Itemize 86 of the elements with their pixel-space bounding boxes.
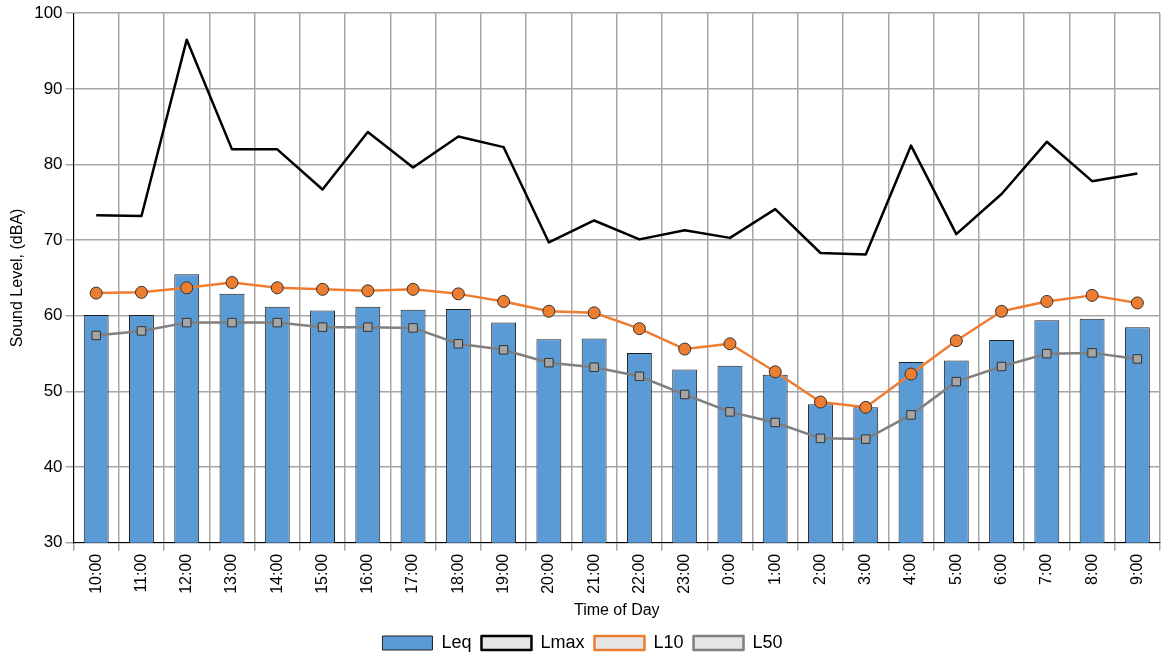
y-tick-label: 90 xyxy=(43,78,63,98)
point xyxy=(272,317,283,328)
legend-label: L10 xyxy=(653,631,684,652)
x-tick-label: 12:00 xyxy=(177,553,195,594)
point xyxy=(408,323,418,333)
point xyxy=(634,371,645,382)
point xyxy=(678,342,692,356)
point xyxy=(134,285,148,299)
point xyxy=(1085,288,1099,302)
legend-label: Lmax xyxy=(540,631,585,652)
x-tick-label: 5:00 xyxy=(946,553,964,585)
point xyxy=(270,281,284,295)
y-tick-label: 60 xyxy=(43,305,63,325)
point xyxy=(497,294,511,308)
x-tick-label: 1:00 xyxy=(765,553,783,585)
x-tick-label: 13:00 xyxy=(222,553,240,594)
point xyxy=(770,417,780,428)
point xyxy=(951,376,962,387)
point xyxy=(768,365,782,379)
point xyxy=(815,433,826,444)
x-tick-label: 11:00 xyxy=(131,553,149,593)
x-tick-label: 2:00 xyxy=(810,553,828,585)
point xyxy=(317,322,328,332)
x-tick-label: 16:00 xyxy=(358,553,376,594)
point xyxy=(363,322,373,332)
point xyxy=(498,345,509,355)
point xyxy=(996,361,1007,372)
point xyxy=(316,282,330,296)
point xyxy=(1087,348,1097,358)
x-tick-label: 19:00 xyxy=(494,553,512,594)
point xyxy=(227,317,237,328)
point xyxy=(589,362,599,372)
point xyxy=(1130,296,1144,310)
point xyxy=(632,322,646,336)
point xyxy=(906,410,916,420)
x-tick-label: 7:00 xyxy=(1037,553,1055,585)
point xyxy=(679,389,690,400)
legend-label: Leq xyxy=(441,631,472,652)
point xyxy=(91,330,101,341)
x-tick-label: 20:00 xyxy=(539,553,557,594)
x-tick-label: 17:00 xyxy=(403,553,421,594)
point xyxy=(181,317,192,328)
x-tick-label: 3:00 xyxy=(856,553,874,585)
x-tick-label: 22:00 xyxy=(629,553,647,594)
point xyxy=(451,287,465,301)
point xyxy=(406,282,420,296)
x-tick-label: 4:00 xyxy=(901,553,919,585)
point xyxy=(723,337,737,351)
point xyxy=(180,281,194,295)
point xyxy=(861,434,871,444)
point xyxy=(544,357,554,368)
point xyxy=(136,326,147,336)
point xyxy=(225,276,239,290)
x-tick-label: 0:00 xyxy=(720,553,738,585)
x-axis-title: Time of Day xyxy=(573,600,660,618)
x-tick-label: 18:00 xyxy=(448,553,466,594)
x-tick-label: 10:00 xyxy=(86,553,104,594)
x-tick-label: 8:00 xyxy=(1082,553,1100,585)
y-tick-label: 70 xyxy=(43,229,63,249)
point xyxy=(89,286,103,300)
point xyxy=(1040,294,1054,308)
point xyxy=(542,304,556,318)
point xyxy=(813,395,827,409)
y-tick-label: 30 xyxy=(43,532,63,552)
x-tick-label: 9:00 xyxy=(1127,553,1145,585)
x-tick-label: 6:00 xyxy=(991,553,1009,585)
point xyxy=(725,407,735,417)
y-axis-title: Sound Level, (dBA) xyxy=(8,208,26,348)
y-tick-label: 40 xyxy=(43,456,63,476)
point xyxy=(949,334,963,348)
point xyxy=(859,400,873,414)
point xyxy=(453,339,464,349)
point xyxy=(587,306,601,320)
y-tick-label: 100 xyxy=(34,2,63,22)
point xyxy=(995,304,1009,318)
x-tick-label: 15:00 xyxy=(312,553,330,594)
legend-label: L50 xyxy=(752,631,783,652)
x-tick-label: 21:00 xyxy=(584,553,602,594)
y-tick-label: 80 xyxy=(43,154,63,174)
y-tick-label: 50 xyxy=(43,381,63,401)
x-tick-label: 14:00 xyxy=(267,553,285,594)
point xyxy=(1132,354,1143,364)
point xyxy=(1042,348,1052,359)
point xyxy=(361,284,375,298)
point xyxy=(904,367,918,381)
x-tick-label: 23:00 xyxy=(675,553,693,594)
